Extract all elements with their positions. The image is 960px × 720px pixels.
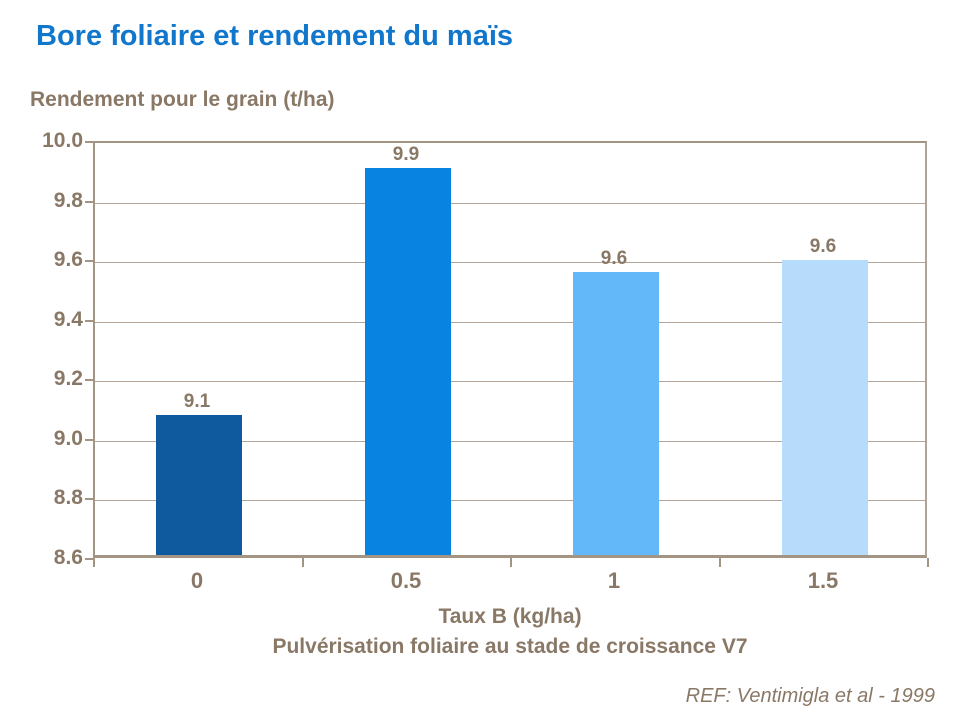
plot-area — [93, 141, 927, 558]
y-tick-label: 9.2 — [53, 367, 83, 390]
bar-0.5 — [365, 168, 451, 555]
y-tick-label: 9.0 — [53, 427, 83, 450]
x-axis-subtitle: Pulvérisation foliaire au stade de crois… — [272, 635, 748, 658]
gridline — [95, 203, 925, 204]
bar-0 — [156, 415, 242, 555]
y-tick-mark — [85, 320, 94, 322]
bar-value-label: 9.9 — [392, 144, 420, 165]
y-tick-mark — [85, 141, 94, 143]
x-tick-mark — [302, 558, 304, 567]
bar-1 — [573, 272, 659, 555]
x-tick-mark — [93, 558, 95, 567]
reference-text: REF: Ventimigla et al - 1999 — [685, 685, 935, 707]
x-tick-mark — [510, 558, 512, 567]
y-axis-title: Rendement pour le grain (t/ha) — [30, 88, 335, 111]
y-tick-label: 8.6 — [53, 546, 83, 569]
gridline — [95, 441, 925, 442]
y-tick-mark — [85, 558, 94, 560]
x-tick-label: 0.5 — [390, 568, 422, 593]
gridline — [95, 500, 925, 501]
y-tick-label: 10.0 — [42, 129, 83, 152]
y-tick-label: 9.6 — [53, 248, 83, 271]
bar-value-label: 9.6 — [809, 236, 837, 257]
y-tick-mark — [85, 201, 94, 203]
bar-1.5 — [782, 260, 868, 555]
gridline — [95, 262, 925, 263]
y-tick-mark — [85, 498, 94, 500]
x-tick-label: 0 — [190, 568, 204, 593]
y-tick-mark — [85, 379, 94, 381]
bar-value-label: 9.1 — [183, 391, 211, 412]
chart-title: Bore foliaire et rendement du maïs — [36, 20, 514, 52]
x-tick-mark — [719, 558, 721, 567]
x-tick-label: 1 — [607, 568, 621, 593]
x-tick-label: 1.5 — [807, 568, 839, 593]
bar-value-label: 9.6 — [600, 248, 628, 269]
x-tick-mark — [927, 558, 929, 567]
gridline — [95, 322, 925, 323]
x-axis-title: Taux B (kg/ha) — [438, 605, 582, 628]
y-tick-label: 8.8 — [53, 486, 83, 509]
y-tick-label: 9.4 — [53, 308, 83, 331]
y-tick-mark — [85, 439, 94, 441]
gridline — [95, 381, 925, 382]
y-tick-label: 9.8 — [53, 189, 83, 212]
y-tick-mark — [85, 260, 94, 262]
